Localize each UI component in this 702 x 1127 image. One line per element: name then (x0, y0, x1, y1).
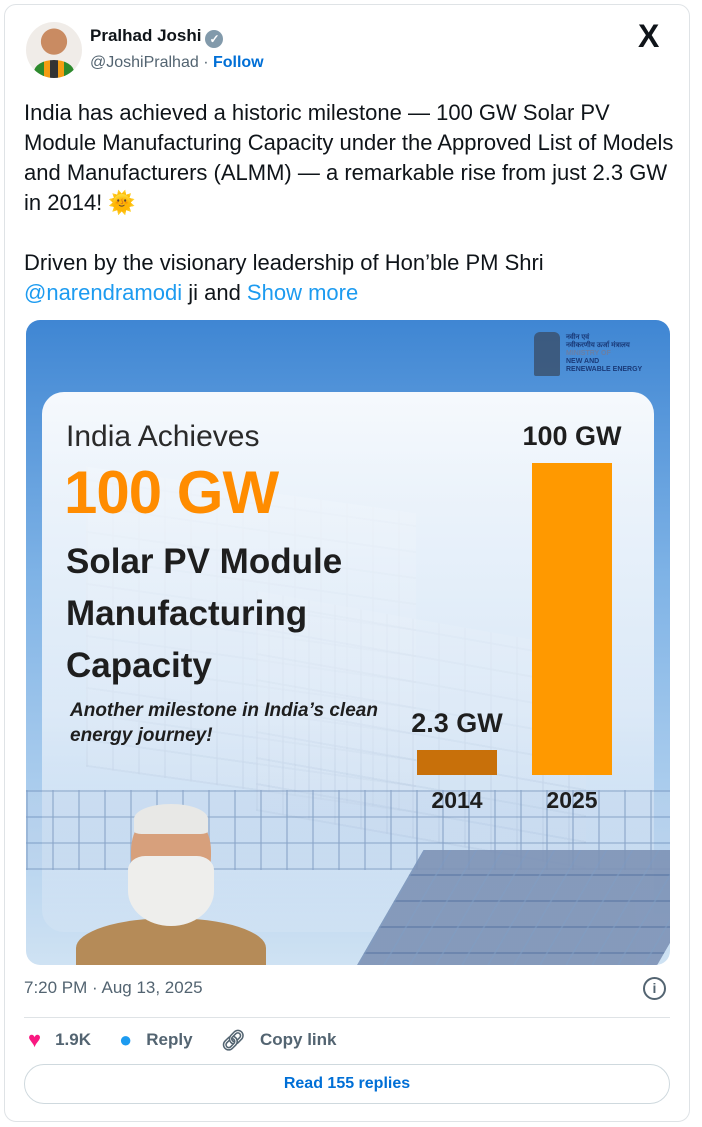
ministry-logo: नवीन एवं नवीकरणीय ऊर्जा मंत्रालय MINISTR… (534, 332, 664, 382)
divider (24, 1017, 670, 1018)
tweet-paragraph: India has achieved a historic milestone … (24, 100, 674, 215)
bar-2025 (532, 463, 612, 775)
text: ji and (182, 280, 247, 305)
person-photo (76, 804, 266, 965)
image-headline-subject: Solar PV Module Manufacturing Capacity (66, 542, 343, 685)
author-name-text[interactable]: Pralhad Joshi (90, 26, 202, 45)
logo-text: नवीन एवं (566, 334, 590, 341)
action-bar: ♥ 1.9K ● Reply 🔗︎ Copy link (28, 1027, 364, 1053)
reply-label: Reply (146, 1030, 193, 1049)
link-icon: 🔗︎ (220, 1029, 246, 1052)
copy-link-button[interactable]: 🔗︎ Copy link (221, 1028, 337, 1053)
copy-link-label: Copy link (259, 1030, 337, 1049)
author-handle-row: @JoshiPralhad · Follow (90, 54, 264, 72)
tweet-paragraph: Driven by the visionary leadership of Ho… (24, 248, 674, 308)
avatar[interactable] (26, 22, 82, 78)
logo-text: नवीकरणीय ऊर्जा मंत्रालय (566, 342, 630, 349)
follow-button[interactable]: Follow (212, 54, 264, 71)
like-button[interactable]: ♥ 1.9K (28, 1027, 91, 1053)
emblem-icon (534, 332, 560, 376)
bar-value-label: 100 GW (522, 421, 622, 451)
like-count: 1.9K (55, 1030, 91, 1049)
tweet-image[interactable]: नवीन एवं नवीकरणीय ऊर्जा मंत्रालय MINISTR… (26, 320, 670, 965)
verified-badge-icon: ✓ (205, 30, 224, 48)
x-logo-icon[interactable]: X (638, 18, 660, 54)
image-headline-number: 100 GW (64, 459, 279, 526)
info-icon[interactable]: i (643, 977, 666, 1000)
bar-value-label: 2.3 GW (411, 708, 503, 738)
image-subline: Another milestone in India’s clean energ… (70, 700, 378, 746)
bar-year-label: 2014 (431, 787, 483, 813)
reply-bubble-icon: ● (118, 1027, 133, 1052)
reply-button[interactable]: ● Reply (119, 1027, 193, 1053)
logo-text: MINISTRY OF (566, 350, 611, 357)
mention-link[interactable]: @narendramodi (24, 280, 183, 305)
logo-text: NEW AND (566, 358, 600, 365)
bar-year-label: 2025 (546, 787, 598, 813)
separator: · (198, 54, 213, 71)
bar-2014 (417, 750, 497, 775)
timestamp[interactable]: 7:20 PM · Aug 13, 2025 (24, 978, 203, 997)
read-replies-button[interactable]: Read 155 replies (24, 1064, 670, 1104)
heart-icon: ♥ (28, 1027, 42, 1052)
show-more-link[interactable]: Show more (246, 280, 359, 305)
author-handle[interactable]: @JoshiPralhad (90, 54, 199, 71)
image-headline: India Achieves (66, 420, 260, 453)
tweet-text: India has achieved a historic milestone … (24, 98, 674, 338)
logo-text: RENEWABLE ENERGY (566, 366, 643, 373)
text: Driven by the visionary leadership of Ho… (24, 250, 544, 275)
author-name[interactable]: Pralhad Joshi ✓ (90, 26, 224, 48)
